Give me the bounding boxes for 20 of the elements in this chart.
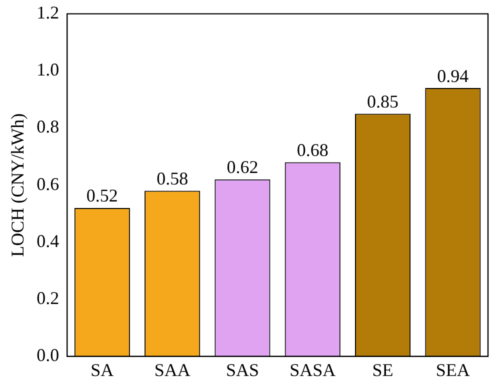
data-label: 0.94 (437, 66, 469, 86)
data-label: 0.58 (156, 168, 188, 189)
x-tick-label: SE (372, 360, 394, 380)
x-tick-label: SASA (290, 360, 336, 380)
data-label: 0.62 (226, 157, 258, 178)
y-tick-label: 1.2 (36, 2, 60, 23)
data-label: 0.52 (86, 186, 118, 206)
y-tick-label: 1.0 (36, 60, 60, 80)
data-label: 0.68 (296, 140, 328, 160)
x-tick-label: SEA (436, 360, 470, 380)
x-tick-label: SA (90, 360, 114, 380)
y-tick-label: 0.8 (36, 116, 60, 137)
y-axis-title: LOCH (CNY/kWh) (8, 113, 28, 257)
y-tick-label: 0.0 (36, 345, 60, 366)
x-tick-label: SAS (226, 360, 259, 380)
y-tick-label: 0.2 (36, 288, 60, 308)
y-tick-label: 0.6 (36, 174, 60, 194)
x-tick-label: SAA (154, 360, 190, 380)
y-tick-label: 0.4 (36, 230, 60, 251)
data-label: 0.85 (367, 91, 399, 112)
